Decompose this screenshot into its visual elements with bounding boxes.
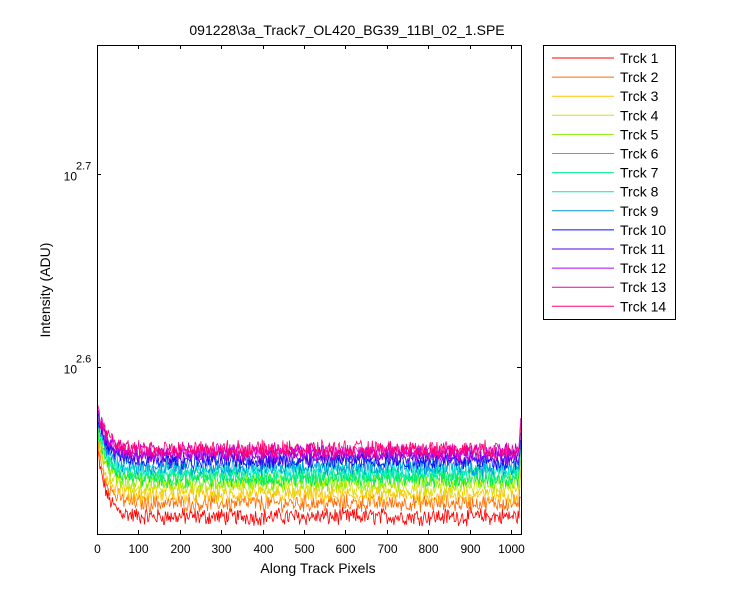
series-line-trck-1 (97, 449, 521, 527)
series-line-trck-11 (97, 413, 521, 468)
legend-label-trck-13: Trck 13 (620, 279, 666, 295)
x-tick-label: 800 (418, 542, 438, 556)
legend-label-trck-8: Trck 8 (620, 184, 659, 200)
x-axis-label: Along Track Pixels (260, 560, 375, 576)
legend-label-trck-11: Trck 11 (620, 241, 665, 257)
series-line-trck-3 (97, 432, 521, 505)
legend-label-trck-10: Trck 10 (620, 222, 666, 238)
x-tick-label: 400 (253, 542, 273, 556)
legend-label-trck-12: Trck 12 (620, 260, 666, 276)
legend-label-trck-1: Trck 1 (620, 50, 659, 66)
y-tick-label-exponent: 2.7 (76, 161, 91, 173)
x-tick-label: 0 (94, 542, 101, 556)
series-line-trck-10 (97, 415, 521, 471)
plot-frame (97, 45, 522, 535)
x-tick-label: 100 (128, 542, 148, 556)
series-line-trck-6 (97, 420, 521, 488)
series-layer (97, 404, 521, 527)
x-tick-label: 500 (294, 542, 314, 556)
x-tick-label: 200 (170, 542, 190, 556)
legend-box (543, 45, 676, 320)
chart-title: 091228\3a_Track7_OL420_BG39_11Bl_02_1.SP… (189, 22, 504, 38)
x-tick-label: 600 (335, 542, 355, 556)
legend-label-trck-6: Trck 6 (620, 146, 659, 162)
y-tick-label-base: 10 (64, 363, 78, 377)
x-tick-label: 900 (460, 542, 480, 556)
legend-label-trck-4: Trck 4 (620, 107, 659, 123)
y-tick-label-base: 10 (64, 170, 78, 184)
legend: Trck 1 Trck 2 Trck 3 Trck 4 Trck 5 Trck 6 Trck… (543, 45, 676, 320)
legend-label-trck-9: Trck 9 (620, 203, 659, 219)
y-tick-label-exponent: 2.6 (76, 354, 91, 366)
series-line-trck-4 (97, 428, 521, 498)
x-tick-label: 300 (211, 542, 231, 556)
series-line-trck-14 (97, 404, 521, 459)
series-line-trck-13 (97, 410, 521, 462)
legend-label-trck-5: Trck 5 (620, 126, 659, 142)
legend-label-trck-7: Trck 7 (620, 165, 659, 181)
x-tick-label: 700 (377, 542, 397, 556)
legend-label-trck-14: Trck 14 (620, 298, 666, 314)
series-line-trck-2 (97, 439, 521, 514)
x-tick-label: 1000 (498, 542, 525, 556)
x-axis: 0 100 200 300 400 500 600 700 800 900 1000 (94, 45, 525, 556)
legend-label-trck-2: Trck 2 (620, 69, 659, 85)
legend-label-trck-3: Trck 3 (620, 88, 659, 104)
y-axis-label: Intensity (ADU) (37, 243, 53, 338)
